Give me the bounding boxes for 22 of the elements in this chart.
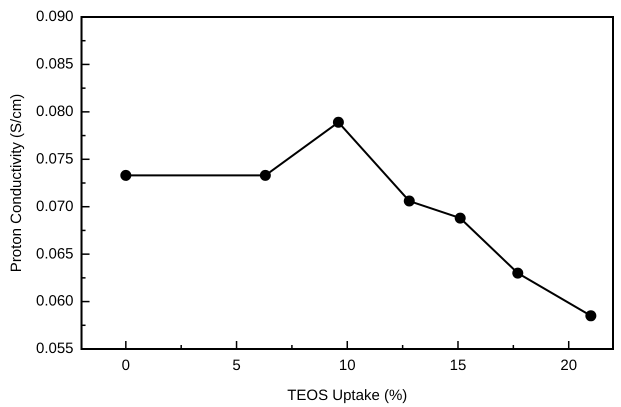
- y-tick-label: 0.070: [36, 198, 74, 215]
- y-axis-title: Proton Conductivity (S/cm): [8, 94, 26, 272]
- y-tick-label: 0.085: [36, 56, 74, 73]
- x-tick-label: 10: [338, 357, 356, 374]
- y-tick-label: 0.090: [36, 8, 74, 26]
- y-tick-label: 0.055: [36, 340, 74, 358]
- point: [454, 212, 466, 224]
- x-tick-label: 20: [560, 357, 578, 374]
- x-tick-label: 0: [122, 357, 130, 374]
- point: [404, 196, 415, 207]
- point: [120, 170, 132, 181]
- point: [260, 170, 271, 181]
- y-tick-label: 0.075: [36, 150, 74, 168]
- point: [585, 310, 596, 322]
- y-tick-label: 0.060: [36, 292, 74, 310]
- y-tick-label: 0.065: [36, 245, 74, 262]
- y-tick-label: 0.080: [36, 103, 74, 120]
- x-tick-label: 15: [450, 357, 466, 374]
- x-tick-label: 5: [232, 357, 241, 374]
- point: [332, 116, 344, 128]
- x-axis-title: TEOS Uptake (%): [287, 387, 408, 404]
- point: [512, 268, 524, 279]
